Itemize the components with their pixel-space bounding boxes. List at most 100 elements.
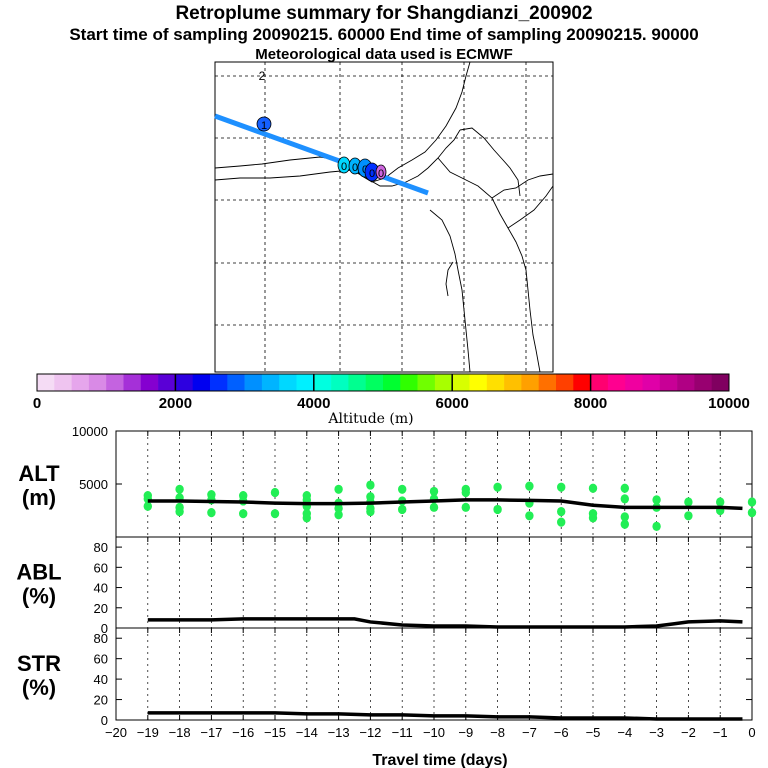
colorbar-swatch bbox=[192, 374, 211, 391]
x-tick-label: −20 bbox=[105, 725, 127, 740]
alt-point bbox=[557, 506, 566, 517]
colorbar-tick-label: 2000 bbox=[159, 395, 192, 412]
colorbar-tick-label: 6000 bbox=[436, 395, 469, 412]
colorbar-swatch bbox=[244, 374, 263, 391]
colorbar-swatch bbox=[123, 374, 142, 391]
colorbar-swatch bbox=[175, 374, 193, 391]
colorbar-swatch bbox=[331, 374, 349, 391]
colorbar-frame bbox=[36, 373, 730, 392]
plume-points: 1 2 0 0 0 0 0 bbox=[256, 69, 387, 182]
x-axis-title: Travel time (days) bbox=[372, 752, 507, 768]
colorbar-swatch bbox=[106, 374, 124, 391]
y-tick-label: 20 bbox=[94, 693, 108, 708]
colorbar-swatch bbox=[556, 374, 574, 391]
alt-point bbox=[620, 519, 629, 529]
alt-point bbox=[493, 504, 502, 515]
alt-point bbox=[588, 513, 598, 523]
colorbar-swatch bbox=[486, 374, 505, 391]
alt-point bbox=[557, 517, 566, 527]
y-tick-label: 0 bbox=[101, 621, 108, 636]
colorbar-swatch bbox=[210, 374, 228, 391]
plume-point-1 bbox=[256, 116, 272, 132]
plume-label-7: 0 bbox=[378, 168, 384, 180]
colorbar-swatch bbox=[694, 374, 712, 391]
alt-point bbox=[334, 510, 343, 520]
colorbar-swatch bbox=[313, 374, 332, 391]
x-tick-label: −12 bbox=[359, 725, 381, 740]
colorbar-swatch bbox=[538, 374, 557, 391]
x-tick-label: −11 bbox=[392, 725, 413, 740]
colorbar-tick-label: 10000 bbox=[708, 395, 750, 412]
alt-point bbox=[429, 486, 439, 497]
alt-point bbox=[270, 509, 280, 519]
alt-point bbox=[207, 508, 216, 518]
map-panel: 1 2 0 0 0 0 0 bbox=[214, 61, 554, 373]
alt-point bbox=[620, 494, 629, 504]
plume-label-3: 0 bbox=[341, 161, 347, 173]
colorbar-swatch bbox=[348, 374, 366, 391]
colorbar-tick-label: 8000 bbox=[574, 395, 607, 412]
panel-ylabel: (%) bbox=[22, 675, 56, 700]
alt-point bbox=[398, 504, 407, 515]
plume-label-2: 2 bbox=[259, 69, 266, 83]
x-tick-label: −7 bbox=[522, 725, 537, 740]
alt-point bbox=[334, 484, 343, 494]
x-tick-label: −9 bbox=[458, 725, 473, 740]
alt-point bbox=[652, 521, 661, 532]
panel-ylabel: ABL bbox=[16, 560, 61, 585]
x-tick-label: −1 bbox=[713, 725, 728, 740]
x-tick-label: −2 bbox=[681, 725, 696, 740]
alt-point bbox=[270, 487, 280, 498]
colorbar-swatch bbox=[452, 374, 470, 391]
y-tick-label: 80 bbox=[94, 631, 108, 646]
alt-point bbox=[684, 511, 693, 521]
str-line bbox=[147, 711, 743, 721]
x-tick-label: −3 bbox=[649, 725, 664, 740]
x-tick-label: −17 bbox=[200, 725, 222, 740]
y-tick-label: 60 bbox=[94, 560, 108, 575]
alt-point bbox=[334, 503, 343, 513]
plume-label-6: 0 bbox=[369, 168, 375, 180]
alt-point bbox=[366, 480, 375, 490]
panel-ylabel: (m) bbox=[22, 485, 56, 510]
y-tick-label: 60 bbox=[94, 652, 108, 667]
colorbar-swatch bbox=[400, 374, 418, 391]
x-tick-label: 0 bbox=[748, 725, 755, 740]
colorbar-swatch bbox=[279, 374, 297, 391]
alt-point bbox=[620, 512, 629, 522]
colorbar-swatch bbox=[677, 374, 695, 391]
colorbar-swatch bbox=[54, 374, 72, 391]
y-tick-label: 20 bbox=[94, 601, 108, 616]
x-tick-label: −19 bbox=[137, 725, 159, 740]
alt-point bbox=[239, 509, 248, 519]
colorbar-swatch bbox=[469, 374, 488, 391]
altitude-colorbar: 0 2000 4000 6000 8000 10000 bbox=[33, 373, 750, 412]
colorbar-swatch bbox=[625, 374, 643, 391]
chart-title: Retroplume summary for Shangdianzi_20090… bbox=[175, 3, 593, 24]
x-tick-label: −5 bbox=[586, 725, 601, 740]
colorbar-swatch bbox=[261, 374, 280, 391]
alt-point bbox=[652, 495, 661, 505]
y-tick-label: 10000 bbox=[72, 424, 108, 439]
alt-point bbox=[302, 513, 311, 523]
y-tick-label: 80 bbox=[94, 540, 108, 555]
y-tick-label: 40 bbox=[94, 672, 108, 687]
colorbar-swatch bbox=[590, 374, 609, 391]
colorbar-swatch bbox=[573, 374, 591, 391]
map-coastlines bbox=[214, 61, 554, 373]
alt-point bbox=[461, 502, 470, 512]
alt-point bbox=[525, 481, 534, 491]
y-tick-label: 5000 bbox=[79, 477, 108, 492]
colorbar-swatch bbox=[383, 374, 401, 391]
x-tick-label: −10 bbox=[423, 725, 445, 740]
x-tick-label: −6 bbox=[554, 725, 569, 740]
alt-point bbox=[175, 506, 184, 517]
colorbar-swatch bbox=[71, 374, 90, 391]
colorbar-swatch bbox=[227, 374, 245, 391]
abl-panel: 0 20 40 60 80 ABL(%) bbox=[16, 536, 753, 636]
alt-point bbox=[525, 511, 534, 521]
alt-point bbox=[716, 497, 725, 507]
panel-ylabel: (%) bbox=[22, 584, 56, 609]
x-tick-label: −15 bbox=[264, 725, 286, 740]
map-gridlines bbox=[215, 62, 553, 372]
